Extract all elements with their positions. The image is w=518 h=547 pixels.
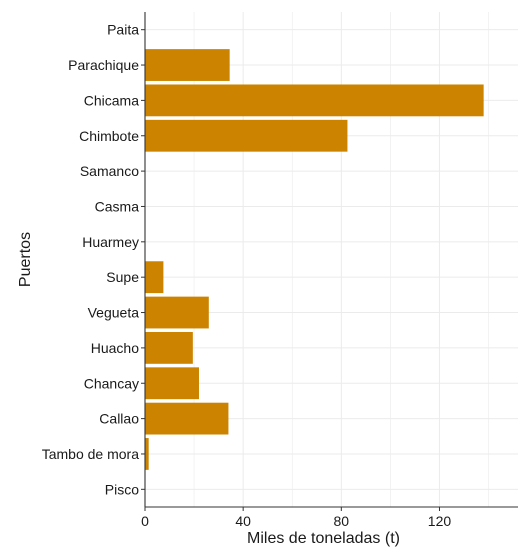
y-axis-title: Puertos: [17, 232, 34, 287]
x-tick-label: 40: [235, 513, 251, 529]
y-tick-label: Huarmey: [82, 234, 139, 250]
y-tick-label: Chancay: [84, 375, 139, 391]
bar-chicama: [145, 84, 484, 117]
bar-huacho: [145, 331, 193, 364]
x-tick-label: 120: [428, 513, 452, 529]
y-tick-label: Casma: [95, 198, 140, 214]
bars: [145, 49, 484, 470]
bar-chancay: [145, 367, 199, 400]
bar-tambo-de-mora: [145, 438, 149, 470]
x-axis-title: Miles de toneladas (t): [247, 530, 400, 547]
y-tick-label: Chicama: [84, 92, 139, 108]
x-tick-label: 0: [141, 513, 149, 529]
y-tick-label: Parachique: [68, 57, 139, 73]
y-tick-label: Huacho: [91, 340, 139, 356]
bar-vegueta: [145, 296, 209, 329]
y-axis-ticks: Paita Parachique Chicama Chimbote Samanco Cas…: [42, 22, 145, 497]
bar-chimbote: [145, 119, 348, 152]
axes: [144, 12, 518, 508]
y-tick-label: Samanco: [80, 163, 139, 179]
y-tick-label: Supe: [106, 269, 139, 285]
x-tick-label: 80: [334, 513, 350, 529]
bar-supe: [145, 261, 164, 294]
y-tick-label: Pisco: [105, 481, 139, 497]
bar-callao: [145, 402, 229, 435]
y-tick-label: Callao: [99, 411, 139, 427]
y-tick-label: Tambo de mora: [42, 446, 139, 462]
y-tick-label: Vegueta: [88, 305, 140, 321]
bar-parachique: [145, 49, 230, 81]
y-tick-label: Paita: [107, 22, 139, 38]
y-tick-label: Chimbote: [79, 128, 139, 144]
x-axis-ticks: 0 40 80 120: [141, 507, 451, 529]
